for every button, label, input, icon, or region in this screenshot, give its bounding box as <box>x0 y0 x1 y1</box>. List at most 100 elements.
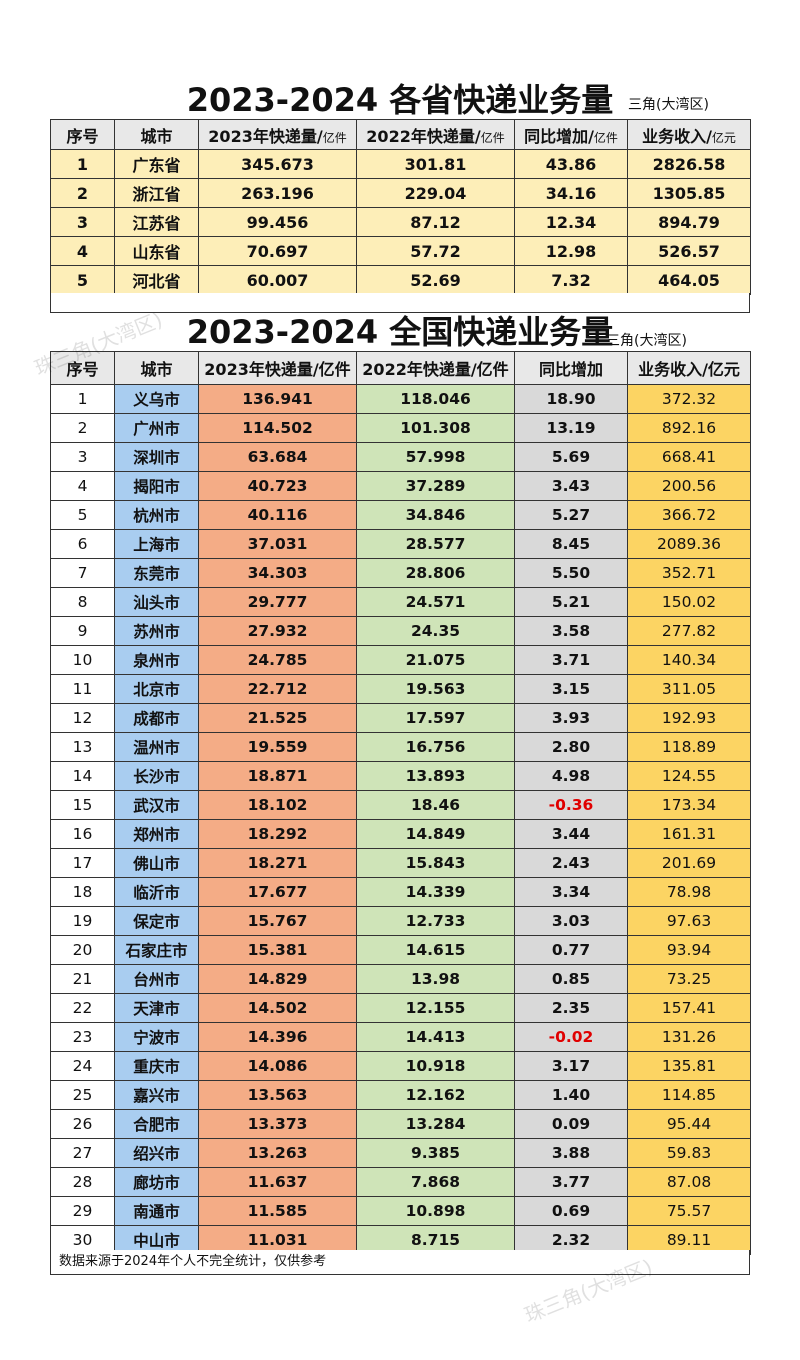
table-cell: 22 <box>50 993 115 1023</box>
table-cell: -0.02 <box>514 1022 628 1052</box>
table-cell: 14.396 <box>198 1022 357 1052</box>
table-cell: 13 <box>50 732 115 762</box>
table-cell: 60.007 <box>198 265 357 295</box>
table-cell: 保定市 <box>114 906 199 936</box>
table-row: 14 长沙市 18.871 13.893 4.98 124.55 <box>50 761 751 791</box>
table-cell: 131.26 <box>627 1022 751 1052</box>
province-header-cell: 同比增加/亿件 <box>514 119 628 150</box>
header-unit: 亿元 <box>711 130 736 145</box>
table-cell: 11.637 <box>198 1167 357 1197</box>
table-row: 4 揭阳市 40.723 37.289 3.43 200.56 <box>50 471 751 501</box>
table-cell: 150.02 <box>627 587 751 617</box>
table-cell: 0.85 <box>514 964 628 994</box>
province-header-cell: 2022年快递量/亿件 <box>356 119 515 150</box>
table-cell: 2.35 <box>514 993 628 1023</box>
table-cell: 40.116 <box>198 500 357 530</box>
table-cell: 江苏省 <box>114 207 199 237</box>
table-cell: 124.55 <box>627 761 751 791</box>
table-cell: 19.563 <box>356 674 515 704</box>
table-cell: 广东省 <box>114 149 199 179</box>
table-cell: 201.69 <box>627 848 751 878</box>
table-row: 18 临沂市 17.677 14.339 3.34 78.98 <box>50 877 751 907</box>
table-cell: 14.339 <box>356 877 515 907</box>
table-row: 6 上海市 37.031 28.577 8.45 2089.36 <box>50 529 751 559</box>
table-cell: 杭州市 <box>114 500 199 530</box>
table-cell: 16.756 <box>356 732 515 762</box>
table-cell: 19 <box>50 906 115 936</box>
table-cell: 118.89 <box>627 732 751 762</box>
table-row: 3 江苏省 99.456 87.12 12.34 894.79 <box>50 207 751 237</box>
table-cell: 52.69 <box>356 265 515 295</box>
table-cell: 3.71 <box>514 645 628 675</box>
table-cell: 南通市 <box>114 1196 199 1226</box>
table-cell: 2.43 <box>514 848 628 878</box>
table-cell: 18.46 <box>356 790 515 820</box>
table-cell: 200.56 <box>627 471 751 501</box>
header-label: 2023年快递量/ <box>208 126 323 146</box>
table-cell: 101.308 <box>356 413 515 443</box>
table-cell: 2 <box>50 413 115 443</box>
table-cell: 7.868 <box>356 1167 515 1197</box>
province-table-title: 2023-2024 各省快递业务量 <box>186 81 614 119</box>
table-cell: 95.44 <box>627 1109 751 1139</box>
table-cell: 7 <box>50 558 115 588</box>
table-cell: 668.41 <box>627 442 751 472</box>
table-cell: 57.998 <box>356 442 515 472</box>
table-cell: 14.615 <box>356 935 515 965</box>
province-table-byline: 三角(大湾区) <box>628 97 709 113</box>
table-cell: 3.03 <box>514 906 628 936</box>
table-cell: 成都市 <box>114 703 199 733</box>
table-cell: 277.82 <box>627 616 751 646</box>
table-row: 27 绍兴市 13.263 9.385 3.88 59.83 <box>50 1138 751 1168</box>
table-cell: 1 <box>50 149 115 179</box>
table-cell: 87.12 <box>356 207 515 237</box>
table-row: 10 泉州市 24.785 21.075 3.71 140.34 <box>50 645 751 675</box>
city-table-title: 2023-2024 全国快递业务量 <box>186 313 614 351</box>
table-cell: 长沙市 <box>114 761 199 791</box>
table-row: 24 重庆市 14.086 10.918 3.17 135.81 <box>50 1051 751 1081</box>
table-cell: 70.697 <box>198 236 357 266</box>
table-cell: 63.684 <box>198 442 357 472</box>
table-cell: 9 <box>50 616 115 646</box>
table-cell: 6 <box>50 529 115 559</box>
table-cell: 10.918 <box>356 1051 515 1081</box>
table-cell: 78.98 <box>627 877 751 907</box>
table-row: 20 石家庄市 15.381 14.615 0.77 93.94 <box>50 935 751 965</box>
table-cell: 75.57 <box>627 1196 751 1226</box>
table-row: 1 义乌市 136.941 118.046 18.90 372.32 <box>50 384 751 414</box>
table-cell: 8.45 <box>514 529 628 559</box>
table-cell: 0.09 <box>514 1109 628 1139</box>
table-cell: 23 <box>50 1022 115 1052</box>
table-cell: 0.77 <box>514 935 628 965</box>
table-cell: 161.31 <box>627 819 751 849</box>
table-row: 25 嘉兴市 13.563 12.162 1.40 114.85 <box>50 1080 751 1110</box>
city-header-cell: 城市 <box>114 351 199 385</box>
table-cell: 3.58 <box>514 616 628 646</box>
table-cell: 345.673 <box>198 149 357 179</box>
table-cell: 2826.58 <box>627 149 751 179</box>
table-row: 15 武汉市 18.102 18.46 -0.36 173.34 <box>50 790 751 820</box>
city-table-header: 序号 城市 2023年快递量/亿件 2022年快递量/亿件 同比增加 业务收入/亿元 <box>50 351 751 385</box>
table-row: 13 温州市 19.559 16.756 2.80 118.89 <box>50 732 751 762</box>
table-cell: 15.381 <box>198 935 357 965</box>
table-cell: 18.871 <box>198 761 357 791</box>
table-cell: 12.34 <box>514 207 628 237</box>
table-cell: 揭阳市 <box>114 471 199 501</box>
table-cell: 29 <box>50 1196 115 1226</box>
table-cell: 135.81 <box>627 1051 751 1081</box>
table-row: 29 南通市 11.585 10.898 0.69 75.57 <box>50 1196 751 1226</box>
table-cell: 18.271 <box>198 848 357 878</box>
table-cell: 11 <box>50 674 115 704</box>
province-header-cell: 2023年快递量/亿件 <box>198 119 357 150</box>
table-cell: 汕头市 <box>114 587 199 617</box>
table-cell: 4.98 <box>514 761 628 791</box>
table-cell: 17.597 <box>356 703 515 733</box>
table-cell: 嘉兴市 <box>114 1080 199 1110</box>
table-cell: 21.525 <box>198 703 357 733</box>
table-cell: 99.456 <box>198 207 357 237</box>
header-label: 城市 <box>140 126 173 146</box>
table-cell: 5.21 <box>514 587 628 617</box>
table-cell: 5.50 <box>514 558 628 588</box>
table-cell: 5.27 <box>514 500 628 530</box>
province-header-cell: 业务收入/亿元 <box>627 119 751 150</box>
